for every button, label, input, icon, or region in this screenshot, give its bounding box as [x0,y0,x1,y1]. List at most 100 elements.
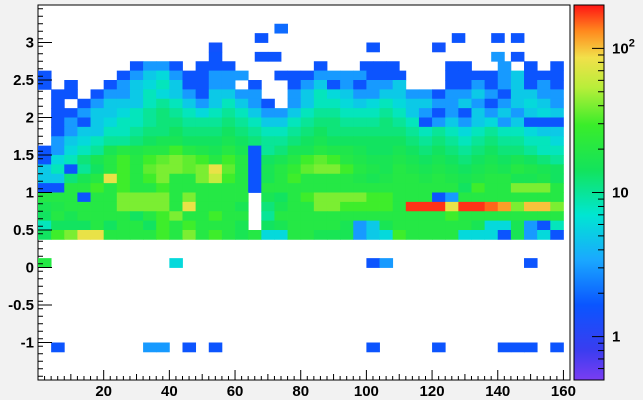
heatmap-cell [274,220,288,231]
heatmap-cell [248,136,262,147]
heatmap-cell [195,211,210,222]
heatmap-cell [90,192,105,203]
heatmap-cell [116,173,131,184]
heatmap-cell [497,136,512,147]
heatmap-cell [169,98,183,109]
heatmap-cell [471,126,486,137]
heatmap-cell [510,164,525,175]
heatmap-cell [64,164,78,175]
heatmap-cell [261,126,275,137]
heatmap-cell [195,220,210,231]
heatmap-cell [432,164,446,175]
heatmap-cell [129,145,144,156]
heatmap-cell [340,192,354,203]
heatmap-cell [313,173,328,184]
colorbar-tick-label: 10 [612,185,629,202]
heatmap-cell [235,183,249,193]
heatmap-cell [524,211,538,222]
heatmap-cell [510,70,525,81]
heatmap-cell [524,164,538,175]
heatmap-cell [208,173,223,184]
heatmap-cell [261,117,275,128]
heatmap-cell [471,155,486,165]
heatmap-cell [300,201,315,212]
heatmap-cell [90,108,105,118]
heatmap-cell [143,183,157,193]
heatmap-cell [274,230,288,240]
heatmap-cell [208,145,223,156]
heatmap-cell [497,211,512,222]
heatmap-cell [261,211,275,222]
heatmap-cell [103,136,118,147]
heatmap-cell [366,136,380,147]
heatmap-cell [550,342,564,353]
heatmap-cell [156,145,170,156]
heatmap-cell [156,183,170,193]
heatmap-cell [353,164,367,175]
heatmap-cell [392,164,407,175]
heatmap-cell [129,126,144,137]
y-tick-label: 1 [26,185,34,202]
heatmap-cell [432,98,446,109]
heatmap-cell [103,230,118,240]
heatmap-cell [261,173,275,184]
heatmap-cell [405,117,420,128]
heatmap-cell [353,98,367,109]
heatmap-cell [64,183,78,193]
heatmap-cell [261,201,275,212]
heatmap-cell [90,145,105,156]
heatmap-cell [524,192,538,203]
heatmap-cell [129,211,144,222]
heatmap-cell [497,80,512,90]
heatmap-cell [497,70,512,81]
heatmap-cell [51,201,65,212]
heatmap-cell [405,220,420,231]
heatmap-cell [182,126,197,137]
heatmap-cell [235,136,249,147]
y-tick-label: -0.5 [8,297,34,314]
heatmap-cell [510,51,525,62]
heatmap-cell [326,155,341,165]
heatmap-cell [300,211,315,222]
heatmap-cell [182,230,197,240]
heatmap-cell [445,164,459,175]
heatmap-cell [287,220,302,231]
heatmap-cell [235,211,249,222]
heatmap-cell [208,51,223,62]
heatmap-cell [274,173,288,184]
heatmap-cell [366,211,380,222]
heatmap-cell [103,98,118,109]
heatmap-cell [432,220,446,231]
heatmap-cell [366,220,380,231]
heatmap-cell [300,80,315,90]
heatmap-cell [313,220,328,231]
heatmap-cell [524,89,538,100]
heatmap-cell [471,117,486,128]
heatmap-cell [169,117,183,128]
heatmap-cell [353,230,367,240]
heatmap-cell [432,192,446,203]
heatmap-cell [550,70,564,81]
heatmap-cell [182,98,197,109]
heatmap-cell [458,145,472,156]
heatmap-cell [64,89,78,100]
heatmap-cell [418,98,433,109]
heatmap-cell [248,89,262,100]
heatmap-cell [156,117,170,128]
heatmap-cell [274,23,288,34]
heatmap-cell [77,183,91,193]
x-tick-label: 140 [485,383,510,400]
heatmap-cell [418,117,433,128]
heatmap-cell [64,201,78,212]
heatmap-cell [405,108,420,118]
heatmap-cell [405,155,420,165]
heatmap-cell [445,89,459,100]
heatmap-cell [169,89,183,100]
heatmap-cell [537,155,551,165]
heatmap-cell [156,61,170,72]
heatmap-cell [248,145,262,156]
heatmap-cell [379,145,394,156]
heatmap-cell [129,80,144,90]
heatmap-cell [248,183,262,193]
heatmap-cell [366,183,380,193]
